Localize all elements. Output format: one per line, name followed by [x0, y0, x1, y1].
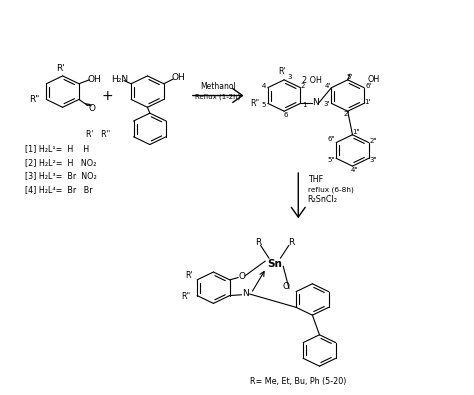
Text: N: N: [242, 290, 249, 299]
Text: Reflux (1-2h): Reflux (1-2h): [195, 93, 241, 100]
Text: R": R": [29, 95, 40, 104]
Text: 5': 5': [347, 74, 353, 80]
Text: R= Me, Et, Bu, Ph (5-20): R= Me, Et, Bu, Ph (5-20): [250, 377, 346, 386]
Text: 4: 4: [262, 83, 266, 89]
Text: 1': 1': [365, 99, 371, 105]
Text: [4] H₂L⁴=  Br   Br: [4] H₂L⁴= Br Br: [25, 185, 92, 194]
Text: 2: 2: [301, 83, 305, 89]
Text: O: O: [238, 272, 245, 281]
Text: reflux (6-8h): reflux (6-8h): [308, 186, 354, 193]
Text: R': R': [56, 64, 64, 73]
Text: Sn: Sn: [267, 259, 282, 269]
Text: H₂N: H₂N: [111, 75, 128, 84]
Text: THF: THF: [308, 175, 323, 184]
Text: R'   R": R' R": [86, 130, 110, 139]
Text: 4": 4": [351, 167, 358, 173]
Text: 3": 3": [370, 157, 377, 163]
Text: 2': 2': [344, 111, 350, 117]
Text: 6": 6": [328, 136, 335, 143]
Text: 2 OH: 2 OH: [302, 76, 322, 85]
Text: OH: OH: [87, 75, 101, 84]
Text: 5: 5: [262, 102, 266, 108]
Text: 3: 3: [288, 74, 292, 80]
Text: O: O: [89, 103, 96, 113]
Text: [3] H₂L³=  Br  NO₂: [3] H₂L³= Br NO₂: [25, 171, 97, 181]
Text: N: N: [313, 98, 319, 107]
Text: 3': 3': [324, 101, 330, 107]
Text: 1": 1": [352, 129, 360, 135]
Text: 6': 6': [365, 83, 372, 89]
Text: R': R': [278, 68, 285, 77]
Text: 1: 1: [302, 102, 307, 107]
Text: 4': 4': [325, 83, 331, 89]
Text: 6: 6: [283, 112, 288, 118]
Text: R₂SnCl₂: R₂SnCl₂: [308, 195, 337, 204]
Text: 2": 2": [370, 138, 377, 145]
Text: OH: OH: [171, 73, 185, 83]
Text: O: O: [282, 282, 289, 292]
Text: [1] H₂L¹=  H    H: [1] H₂L¹= H H: [25, 144, 89, 153]
Text: R: R: [288, 238, 294, 247]
Text: 5": 5": [328, 157, 335, 163]
Text: R': R': [185, 271, 192, 280]
Text: +: +: [101, 88, 113, 103]
Text: Methanol: Methanol: [201, 83, 236, 91]
Text: OH: OH: [367, 75, 380, 85]
Text: R": R": [181, 292, 190, 301]
Text: R: R: [255, 238, 261, 247]
Text: R": R": [250, 99, 259, 108]
Text: [2] H₂L²=  H   NO₂: [2] H₂L²= H NO₂: [25, 158, 96, 167]
